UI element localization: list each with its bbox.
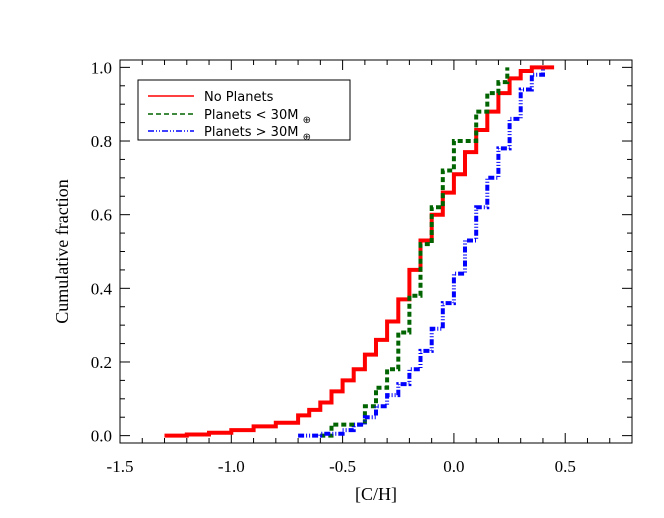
legend-label-no-planets-text: No Planets — [204, 90, 274, 105]
x-axis-ticks — [119, 60, 633, 443]
y-tick-label: 0.0 — [91, 427, 112, 446]
legend-label-planets-greater-30m-text: Planets > 30M — [204, 125, 298, 140]
y-axis-label: Cumulative fraction — [52, 179, 72, 323]
x-tick-label: 0.5 — [555, 457, 576, 476]
y-axis-tick-labels: 0.0 0.2 0.4 0.6 0.8 1.0 — [91, 58, 113, 445]
x-tick-label: 0.0 — [443, 457, 464, 476]
earth-mass-subscript: ⊕ — [303, 115, 311, 126]
y-tick-label: 0.2 — [91, 353, 112, 372]
x-axis-tick-labels: -1.5 -1.0 -0.5 0.0 0.5 — [107, 457, 576, 476]
data-series — [164, 65, 555, 438]
y-axis-ticks — [120, 66, 632, 437]
y-tick-label: 1.0 — [91, 58, 112, 77]
legend-box — [137, 79, 351, 141]
series-line-planets-30m — [320, 67, 510, 438]
legend: No Planets Planets < 30M ⊕ Planets > 30M… — [137, 79, 351, 143]
x-tick-label: -1.5 — [107, 457, 134, 476]
y-tick-label: 0.6 — [91, 206, 112, 225]
series-line-planets-30m — [298, 67, 545, 438]
y-tick-label: 0.8 — [91, 132, 112, 151]
legend-label-no-planets: No Planets — [204, 90, 274, 105]
legend-label-planets-less-30m-text: Planets < 30M — [204, 108, 298, 123]
y-tick-label: 0.4 — [91, 279, 113, 298]
series-line-no-planets — [164, 65, 555, 438]
x-tick-label: -0.5 — [329, 457, 356, 476]
earth-mass-subscript: ⊕ — [303, 132, 311, 143]
x-axis-label: [C/H] — [355, 484, 397, 504]
x-tick-label: -1.0 — [218, 457, 245, 476]
legend-label-planets-greater-30m: Planets > 30M ⊕ — [204, 125, 311, 143]
legend-label-planets-less-30m: Planets < 30M ⊕ — [204, 108, 311, 126]
